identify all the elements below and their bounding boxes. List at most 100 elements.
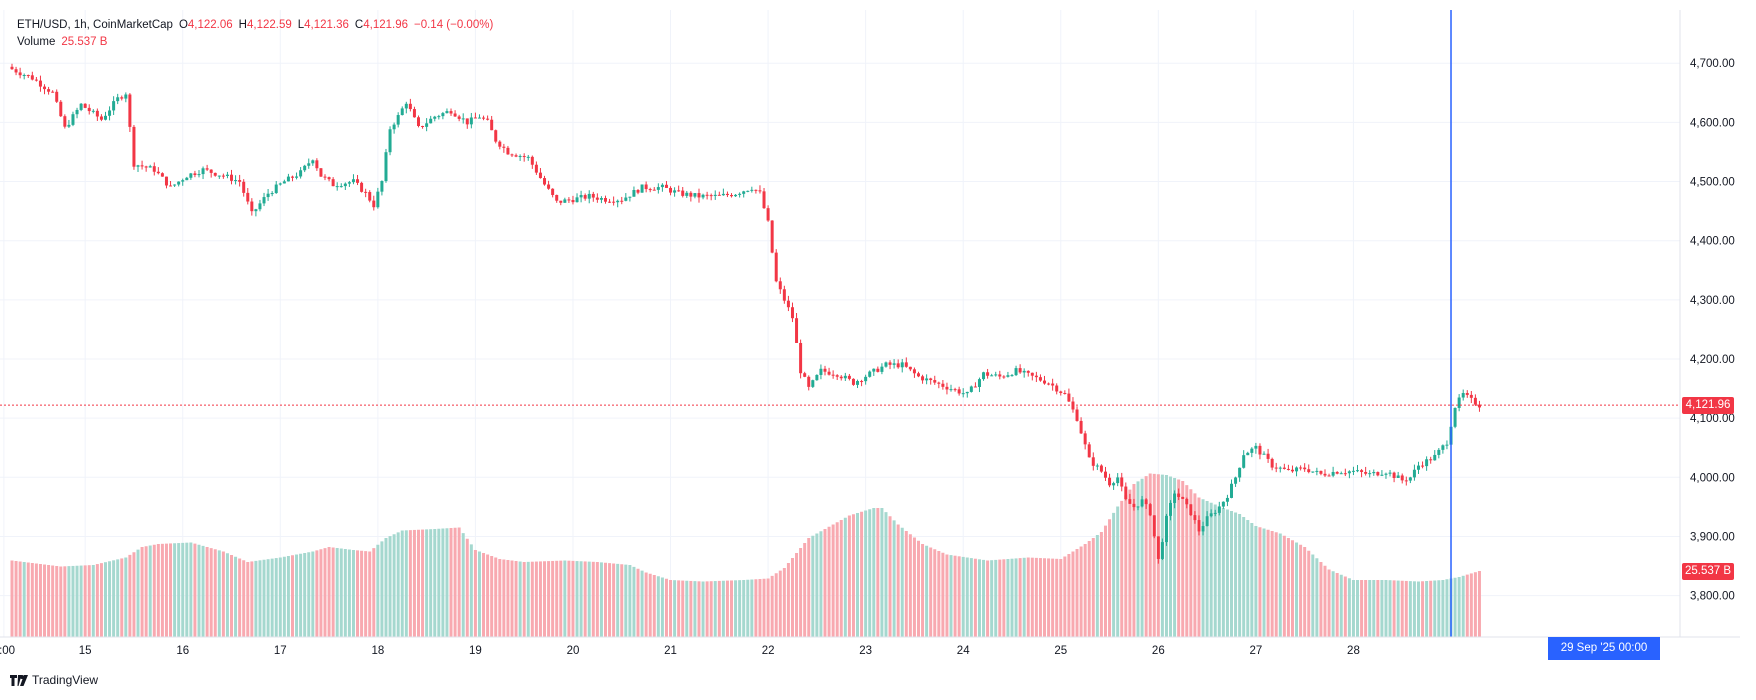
volume-bar (612, 563, 616, 637)
candle-body (599, 198, 603, 200)
candle-body (575, 197, 579, 203)
symbol-label[interactable]: ETH/USD, 1h, CoinMarketCap (17, 19, 173, 31)
candle-body (1404, 480, 1408, 482)
volume-bar (522, 562, 526, 637)
volume-bar (1201, 499, 1205, 637)
candle-body (1128, 499, 1132, 504)
volume-bar (299, 553, 303, 637)
time-tick-label: 21 (664, 645, 677, 657)
candle-body (1120, 477, 1124, 487)
volume-bar (445, 528, 449, 637)
volume-bar (1286, 538, 1290, 637)
candle-body (1087, 444, 1091, 458)
volume-bar (221, 551, 225, 637)
volume-bar (486, 554, 490, 637)
volume-bar (1173, 478, 1177, 637)
price-tick-label: 4,600.00 (1690, 117, 1735, 129)
volume-bar (1416, 581, 1420, 637)
volume-bar (534, 561, 538, 637)
volume-bar (494, 557, 498, 637)
candle-body (709, 195, 713, 197)
volume-bar (851, 514, 855, 637)
volume-bar (1108, 519, 1112, 637)
candle-body (973, 386, 977, 388)
candle-body (140, 165, 144, 167)
candle-body (518, 156, 522, 158)
volume-bar (1246, 520, 1250, 637)
volume-bar (169, 543, 173, 637)
candle-body (1112, 483, 1116, 486)
volume-bar (774, 573, 778, 637)
candle-body (169, 185, 173, 187)
candle-body (823, 368, 827, 372)
volume-bar (124, 557, 128, 637)
volume-bar (490, 556, 494, 637)
candle-body (1018, 368, 1022, 373)
candle-body (738, 193, 742, 195)
volume-bar (22, 562, 26, 637)
candle-body (278, 183, 282, 185)
volume-bar (303, 553, 307, 637)
candle-body (412, 109, 416, 118)
volume-bar (599, 562, 603, 637)
volume-bar (933, 549, 937, 637)
volume-bar (1067, 554, 1071, 637)
volume-bar (725, 580, 729, 637)
candle-body (477, 117, 481, 119)
candle-body (880, 366, 884, 372)
candle-body (384, 152, 388, 182)
candle-body (1270, 458, 1274, 468)
candle-body (896, 363, 900, 368)
volume-bar (839, 520, 843, 637)
candle-body (1185, 498, 1189, 505)
volume-bar (1087, 541, 1091, 637)
candle-body (502, 146, 506, 148)
volume-bar (937, 551, 941, 637)
candle-body (1002, 376, 1006, 378)
candle-body (766, 208, 770, 221)
volume-bar (234, 556, 238, 637)
candle-body (953, 389, 957, 391)
volume-bar (908, 534, 912, 637)
candle-body (1360, 470, 1364, 472)
candle-body (327, 177, 331, 180)
volume-bar (929, 547, 933, 637)
volume-bar (274, 558, 278, 637)
tradingview-brand[interactable]: TradingView (10, 673, 98, 687)
volume-bar (1250, 523, 1254, 637)
volume-bar (701, 581, 705, 637)
volume-bar (1209, 502, 1213, 637)
volume-bar (1221, 508, 1225, 637)
volume-bar (1140, 478, 1144, 637)
candle-body (799, 342, 803, 374)
candle-body (803, 373, 807, 377)
volume-bar (628, 565, 632, 637)
volume-bar (957, 556, 961, 637)
candle-body (234, 180, 238, 182)
volume-bar (327, 547, 331, 637)
candle-body (1421, 465, 1425, 467)
time-tick-label: 5:00 (0, 645, 15, 657)
candle-body (746, 190, 750, 192)
candle-body (591, 193, 595, 198)
volume-bar (1217, 506, 1221, 637)
volume-bar (900, 527, 904, 637)
volume-bar (1181, 481, 1185, 637)
volume-bar (1335, 573, 1339, 637)
volume-bar (10, 560, 14, 637)
candle-body (335, 186, 339, 188)
candle-body (628, 196, 632, 198)
candle-body (892, 363, 896, 365)
candle-body (217, 175, 221, 177)
volume-bar (1034, 557, 1038, 637)
candle-body (307, 163, 311, 166)
candle-body (689, 192, 693, 197)
volume-bar (230, 555, 234, 637)
volume-label[interactable]: Volume (17, 36, 56, 48)
candle-body (1055, 385, 1059, 392)
volume-bar (1120, 500, 1124, 637)
volume-bar (1258, 527, 1262, 637)
candle-body (311, 160, 315, 164)
candle-body (795, 318, 799, 343)
